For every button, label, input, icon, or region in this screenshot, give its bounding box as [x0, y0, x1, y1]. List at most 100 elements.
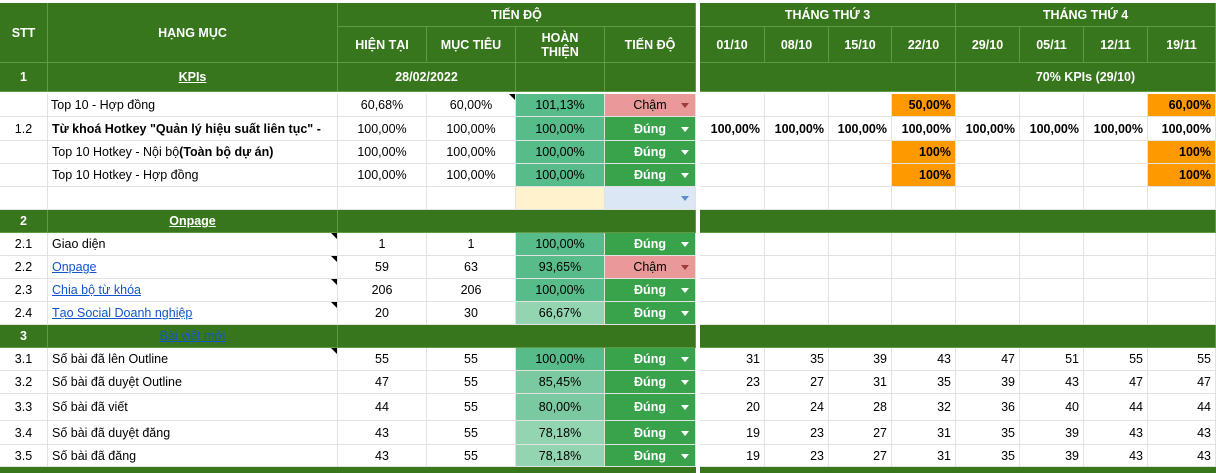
- row-target: 100,00%: [427, 164, 516, 187]
- status-dropdown[interactable]: Đúng: [605, 302, 696, 325]
- empty-cell: [829, 302, 892, 325]
- chevron-down-icon[interactable]: [681, 380, 689, 385]
- status-dropdown[interactable]: Đúng: [605, 348, 696, 371]
- row-current: 44: [338, 394, 427, 421]
- row-week-value: 43: [892, 348, 956, 371]
- chevron-down-icon[interactable]: [681, 242, 689, 247]
- row-completion: 100,00%: [516, 233, 605, 256]
- chevron-down-icon[interactable]: [681, 288, 689, 293]
- status-dropdown[interactable]: Đúng: [605, 445, 696, 467]
- row-stt: 1.2: [0, 117, 48, 141]
- comment-marker-icon[interactable]: [331, 279, 337, 285]
- bai-viet-moi-link[interactable]: Bài viết mới: [159, 329, 226, 343]
- status-dropdown[interactable]: Đúng: [605, 141, 696, 164]
- row-completion: 100,00%: [516, 164, 605, 187]
- row-name: Số bài đã lên Outline: [48, 348, 338, 371]
- kpis-link[interactable]: KPIs: [178, 70, 207, 84]
- chevron-down-icon[interactable]: [681, 150, 689, 155]
- status-value: Đúng: [634, 375, 666, 389]
- row-name[interactable]: Tạo Social Doanh nghiệp: [48, 302, 338, 325]
- comment-marker-icon[interactable]: [509, 94, 515, 100]
- status-dropdown[interactable]: Đúng: [605, 279, 696, 302]
- chevron-down-icon[interactable]: [681, 357, 689, 362]
- header-hoan-thien: HOÀN THIỆN: [516, 27, 605, 63]
- row-stt: 3.1: [0, 348, 48, 371]
- comment-marker-icon[interactable]: [331, 233, 337, 239]
- status-dropdown[interactable]: Chậm: [605, 94, 696, 117]
- empty-cell: [956, 279, 1020, 302]
- row-week-value: 100,00%: [700, 117, 765, 141]
- comment-marker-icon[interactable]: [331, 256, 337, 262]
- row-current: 43: [338, 421, 427, 445]
- status-dropdown[interactable]: Đúng: [605, 394, 696, 421]
- row-name[interactable]: Chia bộ từ khóa: [48, 279, 338, 302]
- row-target: 206: [427, 279, 516, 302]
- row-week-value: 100%: [1148, 164, 1216, 187]
- row-week-value: 19: [700, 445, 765, 467]
- section-title-onpage[interactable]: Onpage: [48, 210, 338, 233]
- status-dropdown[interactable]: Đúng: [605, 371, 696, 394]
- frozen-column-divider: [696, 0, 700, 473]
- empty-cell: [892, 187, 956, 210]
- row-name-link[interactable]: Onpage: [52, 260, 97, 274]
- empty-cell: [1148, 279, 1216, 302]
- comment-marker-icon[interactable]: [331, 302, 337, 308]
- row-week-value: 60,00%: [1148, 94, 1216, 117]
- row-week-value: 43: [1084, 445, 1148, 467]
- chevron-down-icon[interactable]: [681, 126, 689, 132]
- row-week-value: 100,00%: [829, 117, 892, 141]
- section-stt: 3: [0, 325, 48, 348]
- row-week-value: [1020, 141, 1084, 164]
- status-dropdown[interactable]: Đúng: [605, 421, 696, 445]
- empty-cell: [700, 279, 765, 302]
- status-dropdown[interactable]: Đúng: [605, 164, 696, 187]
- row-completion: 80,00%: [516, 394, 605, 421]
- row-name-link[interactable]: Tạo Social Doanh nghiệp: [52, 306, 193, 320]
- onpage-section-link[interactable]: Onpage: [169, 214, 216, 228]
- chevron-down-icon[interactable]: [681, 430, 689, 436]
- chevron-down-icon[interactable]: [681, 103, 689, 108]
- header-hang-muc: HẠNG MỤC: [48, 3, 338, 63]
- section-cell: [338, 325, 696, 348]
- row-week-value: 100,00%: [892, 117, 956, 141]
- row-current: 100,00%: [338, 164, 427, 187]
- chevron-down-icon[interactable]: [681, 405, 689, 410]
- chevron-down-icon[interactable]: [681, 453, 689, 459]
- chevron-down-icon[interactable]: [681, 173, 689, 178]
- empty-cell: [892, 256, 956, 279]
- header-week: 29/10: [956, 27, 1020, 63]
- header-week: 22/10: [892, 27, 956, 63]
- row-completion: 66,67%: [516, 302, 605, 325]
- row-week-value: 35: [956, 421, 1020, 445]
- status-dropdown[interactable]: [605, 187, 696, 210]
- comment-marker-icon[interactable]: [331, 348, 337, 354]
- section-stt: 2: [0, 210, 48, 233]
- header-hien-tai: HIỆN TẠI: [338, 27, 427, 63]
- row-completion: 100,00%: [516, 141, 605, 164]
- chevron-down-icon[interactable]: [681, 196, 689, 201]
- empty-cell: [892, 302, 956, 325]
- row-name[interactable]: Onpage: [48, 256, 338, 279]
- row-completion: 100,00%: [516, 279, 605, 302]
- section-title-kpis[interactable]: KPIs: [48, 63, 338, 92]
- status-dropdown[interactable]: Chậm: [605, 256, 696, 279]
- chevron-down-icon[interactable]: [681, 265, 689, 270]
- row-week-value: 23: [765, 421, 829, 445]
- row-name-link[interactable]: Chia bộ từ khóa: [52, 283, 141, 297]
- row-week-value: [765, 164, 829, 187]
- row-name: Số bài đã duyệt Outline: [48, 371, 338, 394]
- row-week-value: [1084, 164, 1148, 187]
- row-stt: [0, 94, 48, 117]
- status-dropdown[interactable]: Đúng: [605, 233, 696, 256]
- row-week-value: 100%: [1148, 141, 1216, 164]
- header-week: 05/11: [1020, 27, 1084, 63]
- row-week-value: [700, 141, 765, 164]
- status-value: Chậm: [633, 98, 667, 112]
- row-name: Top 10 Hotkey - Nội bộ (Toàn bộ dự án): [48, 141, 338, 164]
- status-dropdown[interactable]: Đúng: [605, 117, 696, 141]
- row-name-text: Top 10 Hotkey - Nội bộ: [52, 145, 180, 159]
- section-title-bai-viet[interactable]: Bài viết mới: [48, 325, 338, 348]
- row-week-value: 31: [700, 348, 765, 371]
- empty-cell: [765, 256, 829, 279]
- chevron-down-icon[interactable]: [681, 311, 689, 316]
